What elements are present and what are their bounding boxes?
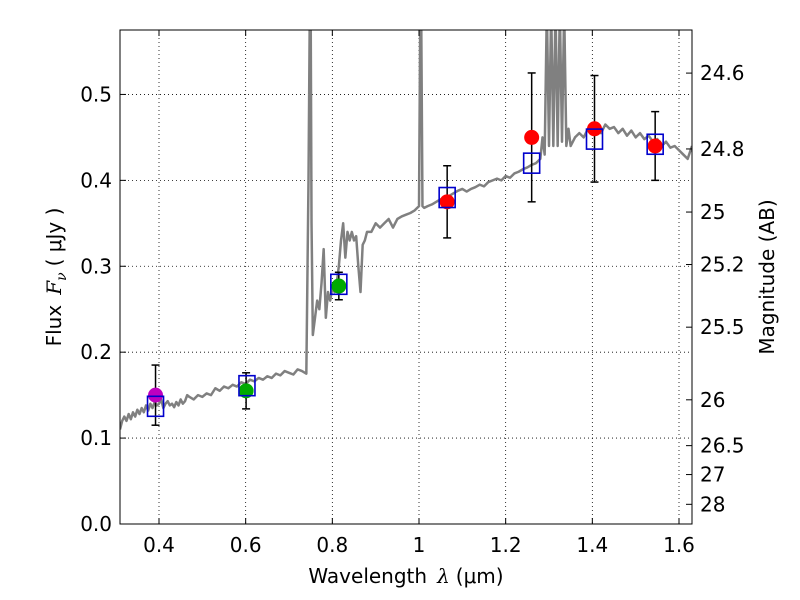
model-spectrum <box>120 30 692 430</box>
y-tick-label: 0.3 <box>80 254 112 278</box>
magnitude-tick-label: 26 <box>700 388 725 412</box>
observed-flux-point <box>238 383 254 399</box>
y-tick-label: 0.1 <box>80 426 112 450</box>
x-tick-label: 1.4 <box>576 533 608 557</box>
y-tick-label: 0.0 <box>80 512 112 536</box>
observed-flux-point <box>148 387 164 403</box>
magnitude-tick-label: 28 <box>700 492 725 516</box>
x-tick-label: 1.6 <box>663 533 695 557</box>
x-tick-label: 0.8 <box>316 533 348 557</box>
observed-flux-point <box>439 194 455 210</box>
model-flux-square <box>238 374 256 397</box>
model-flux-square <box>146 395 165 418</box>
magnitude-tick-label: 27 <box>700 463 725 487</box>
model-flux-square <box>585 128 604 150</box>
x-axis-ticks: 0.4 0.6 0.8 1 1.2 1.4 1.6 <box>143 30 695 557</box>
magnitude-axis-label: Magnitude (AB) <box>755 199 779 354</box>
plot-frame <box>119 29 693 525</box>
data-markers <box>146 121 664 418</box>
y-tick-label: 0.2 <box>80 340 112 364</box>
y-tick-label: 0.4 <box>80 168 112 192</box>
observed-flux-point <box>647 138 663 154</box>
model-flux-square <box>522 152 541 174</box>
model-flux-square <box>438 186 456 209</box>
magnitude-tick-label: 24.8 <box>700 137 745 161</box>
observed-flux-point <box>524 129 540 145</box>
observed-flux-point <box>331 278 347 294</box>
model-flux-square <box>330 273 348 296</box>
x-axis-label: Wavelength λ (μm) <box>308 564 503 588</box>
plot-background <box>120 30 692 524</box>
y-axis-label: FluxFν( μJy ) <box>42 208 70 347</box>
y-tick-label: 0.5 <box>80 82 112 106</box>
magnitude-tick-label: 25 <box>700 200 725 224</box>
y-axis-ticks: 0.0 0.1 0.2 0.3 0.4 0.5 <box>80 82 126 536</box>
model-spectrum-line <box>120 30 692 430</box>
magnitude-tick-label: 24.6 <box>700 61 745 85</box>
x-tick-label: 0.6 <box>230 533 262 557</box>
model-flux-square <box>646 133 664 156</box>
magnitude-tick-label: 26.5 <box>700 434 745 458</box>
x-tick-label: 0.4 <box>143 533 175 557</box>
x-tick-label: 1 <box>413 533 426 557</box>
magnitude-tick-label: 25.2 <box>700 253 745 277</box>
magnitude-axis-ticks: 24.6 24.8 25 25.2 25.5 26 26.5 27 28 <box>686 61 745 516</box>
magnitude-tick-label: 25.5 <box>700 315 745 339</box>
x-tick-label: 1.2 <box>490 533 522 557</box>
